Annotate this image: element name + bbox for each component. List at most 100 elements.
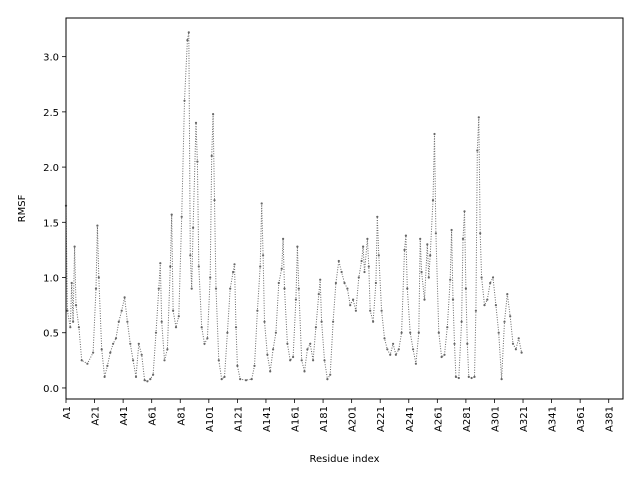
- rmsf-point: [94, 287, 98, 290]
- rmsf-point: [169, 265, 172, 268]
- rmsf-point: [320, 320, 323, 323]
- rmsf-point: [190, 287, 193, 290]
- rmsf-point: [346, 287, 349, 290]
- rmsf-point: [183, 99, 186, 102]
- rmsf-point: [303, 370, 306, 373]
- rmsf-point: [466, 342, 469, 345]
- y-tick-label: 2.0: [43, 163, 59, 174]
- rmsf-point: [80, 359, 83, 362]
- rmsf-point: [383, 337, 386, 340]
- rmsf-point: [349, 304, 352, 307]
- rmsf-point: [296, 245, 299, 248]
- rmsf-point: [352, 298, 355, 301]
- rmsf-point: [203, 342, 206, 345]
- x-tick-label: A261: [433, 406, 444, 432]
- rmsf-point: [217, 359, 220, 362]
- rmsf-point: [152, 373, 155, 376]
- rmsf-point: [103, 375, 106, 378]
- rmsf-point: [500, 378, 503, 381]
- rmsf-point: [366, 237, 369, 240]
- rmsf-point: [220, 378, 223, 381]
- rmsf-point: [86, 362, 89, 365]
- rmsf-point: [149, 378, 152, 381]
- rmsf-point: [453, 342, 456, 345]
- rmsf-point: [259, 265, 262, 268]
- plot-frame: [65, 17, 624, 400]
- rmsf-point: [414, 362, 417, 365]
- rmsf-point: [450, 228, 453, 232]
- rmsf-point: [236, 364, 239, 367]
- y-tick-label: 0.0: [43, 384, 59, 395]
- rmsf-point: [123, 296, 126, 299]
- rmsf-point: [480, 276, 483, 279]
- data-series: [64, 31, 523, 383]
- rmsf-point: [343, 281, 346, 285]
- rmsf-point: [210, 154, 213, 158]
- rmsf-point: [417, 331, 420, 334]
- rmsf-point: [426, 243, 429, 246]
- rmsf-point: [180, 215, 183, 218]
- rmsf-point: [117, 320, 120, 323]
- rmsf-point: [283, 287, 286, 290]
- rmsf-point: [486, 298, 489, 301]
- rmsf-point: [154, 331, 158, 334]
- rmsf-point: [143, 379, 146, 382]
- rmsf-point: [274, 331, 277, 334]
- rmsf-point: [206, 337, 209, 340]
- rmsf-point: [166, 348, 169, 351]
- rmsf-point: [280, 267, 283, 270]
- rmsf-point: [263, 320, 266, 323]
- rmsf-point: [404, 234, 407, 237]
- rmsf-point: [134, 375, 138, 378]
- rmsf-point: [174, 326, 178, 329]
- rmsf-point: [157, 287, 160, 290]
- rmsf-point: [506, 293, 509, 296]
- rmsf-point: [209, 276, 212, 279]
- rmsf-point: [397, 348, 400, 351]
- rmsf-point: [306, 348, 309, 351]
- rmsf-point: [363, 270, 366, 274]
- rmsf-point: [97, 276, 100, 279]
- rmsf-point: [470, 376, 473, 380]
- rmsf-point: [239, 378, 242, 381]
- rmsf-point: [403, 248, 406, 251]
- rmsf-point: [437, 331, 440, 334]
- rmsf-point: [400, 331, 403, 334]
- rmsf-point: [282, 237, 285, 240]
- rmsf-point: [367, 265, 370, 268]
- rmsf-point: [380, 309, 383, 312]
- rmsf-point: [467, 375, 470, 378]
- rmsf-point: [66, 309, 69, 312]
- rmsf-point: [187, 31, 190, 34]
- rmsf-point: [517, 337, 520, 340]
- rmsf-point: [112, 342, 115, 345]
- x-tick-label: A381: [605, 406, 616, 432]
- rmsf-point: [461, 237, 465, 240]
- rmsf-point: [292, 355, 295, 359]
- x-tick-label: A1: [62, 406, 73, 419]
- rmsf-point: [106, 364, 109, 367]
- rmsf-point: [440, 355, 443, 359]
- rmsf-point: [449, 278, 452, 281]
- rmsf-point: [100, 348, 103, 351]
- x-tick-label: A161: [291, 406, 302, 432]
- rmsf-point: [520, 351, 523, 354]
- rmsf-point: [334, 281, 337, 285]
- x-tick-label: A81: [176, 406, 187, 426]
- x-tick-label: A341: [548, 406, 559, 432]
- rmsf-point: [477, 116, 480, 119]
- rmsf-point: [409, 331, 412, 334]
- y-tick-label: 1.0: [43, 274, 59, 285]
- x-tick-label: A101: [205, 406, 216, 432]
- rmsf-point: [389, 353, 392, 356]
- rmsf-point: [483, 304, 486, 307]
- rmsf-point: [323, 359, 326, 362]
- rmsf-point: [509, 315, 512, 318]
- rmsf-point: [360, 259, 363, 263]
- rmsf-point: [196, 160, 199, 163]
- rmsf-point: [427, 276, 430, 279]
- rmsf-point: [419, 237, 422, 240]
- rmsf-point: [140, 353, 143, 356]
- rmsf-series-line: [65, 32, 523, 382]
